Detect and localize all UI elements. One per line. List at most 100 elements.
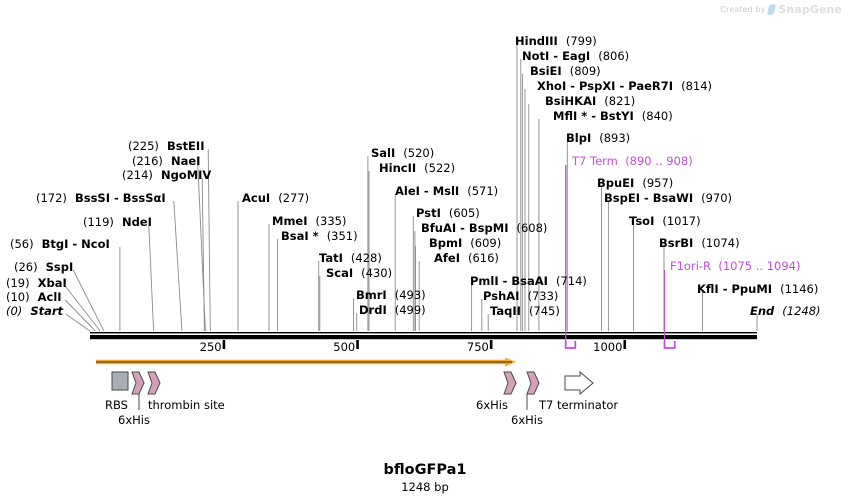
enzyme-name: BstEII xyxy=(166,139,205,153)
enzyme-site-label[interactable]: DrdI (499) xyxy=(359,304,426,316)
feature-label[interactable]: 6xHis xyxy=(476,398,508,412)
enzyme-position: (809) xyxy=(569,64,601,78)
enzyme-site-label[interactable]: BsrBI (1074) xyxy=(659,237,740,249)
enzyme-position: (56) xyxy=(10,237,34,251)
enzyme-site-label[interactable]: SalI (520) xyxy=(371,147,434,159)
enzyme-site-label[interactable]: NotI - EagI (806) xyxy=(522,50,629,62)
enzyme-position: (119) xyxy=(83,215,114,229)
enzyme-site-label[interactable]: (56) BtgI - NcoI xyxy=(10,238,110,250)
enzyme-site-label[interactable]: End (1248) xyxy=(750,305,821,317)
enzyme-site-label[interactable]: (172) BssSI - BssSαI xyxy=(36,192,166,204)
enzyme-site-label[interactable]: AleI - MslI (571) xyxy=(395,185,498,197)
enzyme-site-label[interactable]: BpmI (609) xyxy=(429,237,501,249)
enzyme-name: BlpI xyxy=(566,131,592,145)
enzyme-site-label[interactable]: AcuI (277) xyxy=(242,192,309,204)
enzyme-name: BsiHKAI xyxy=(545,94,597,108)
enzyme-position: (520) xyxy=(403,146,435,160)
enzyme-name: MmeI xyxy=(272,214,308,228)
enzyme-name: NaeI xyxy=(170,154,201,168)
enzyme-name: TaqII xyxy=(490,304,521,318)
enzyme-name: HindIII xyxy=(515,34,558,48)
enzyme-site-label[interactable]: MflI * - BstYI (840) xyxy=(553,110,673,122)
enzyme-name: NgoMIV xyxy=(160,168,212,182)
enzyme-site-label[interactable]: (0) Start xyxy=(6,305,63,317)
enzyme-site-label[interactable]: MmeI (335) xyxy=(272,215,346,227)
enzyme-site-label[interactable]: BfuAI - BspMI (608) xyxy=(421,222,547,234)
site-leader-line xyxy=(207,148,211,332)
enzyme-position: (840) xyxy=(641,109,673,123)
axis-tick xyxy=(222,340,226,349)
axis-bar xyxy=(90,335,757,340)
purple-feature-label[interactable]: T7 Term (890 .. 908) xyxy=(572,155,693,167)
enzyme-site-label[interactable]: PshAI (733) xyxy=(483,290,558,302)
enzyme-site-label[interactable]: TsoI (1017) xyxy=(629,215,701,227)
feature-label[interactable]: 6xHis xyxy=(511,413,543,427)
enzyme-site-label[interactable]: BpuEI (957) xyxy=(597,177,673,189)
enzyme-site-label[interactable]: BspEI - BsaWI (970) xyxy=(604,192,732,204)
logo-brand-text: SnapGene xyxy=(778,3,842,16)
axis-tick-label: 500 xyxy=(333,340,356,354)
enzyme-name: BssSI - BssSαI xyxy=(74,191,166,205)
purple-feature-range: (890 .. 908) xyxy=(625,154,693,168)
enzyme-site-label[interactable]: (119) NdeI xyxy=(83,216,152,228)
feature-label[interactable]: 6xHis xyxy=(118,413,150,427)
sequence-axis xyxy=(90,332,757,349)
feature-label[interactable]: T7 terminator xyxy=(539,398,619,412)
enzyme-site-label[interactable]: HindIII (799) xyxy=(515,35,597,47)
enzyme-name: PstI xyxy=(416,206,441,220)
site-leader-line xyxy=(173,200,183,332)
enzyme-position: (0) xyxy=(6,304,23,318)
enzyme-name: PmlI - BsaAI xyxy=(470,274,548,288)
enzyme-position: (609) xyxy=(470,236,502,250)
enzyme-site-label[interactable]: TatI (428) xyxy=(319,252,382,264)
enzyme-name: SalI xyxy=(371,146,396,160)
enzyme-site-label[interactable]: ScaI (430) xyxy=(326,267,392,279)
enzyme-name: BtgI - NcoI xyxy=(41,237,110,251)
purple-feature-name: T7 Term xyxy=(572,154,618,168)
enzyme-site-label[interactable]: KflI - PpuMI (1146) xyxy=(697,283,818,295)
enzyme-site-label[interactable]: (10) AclI xyxy=(6,291,62,303)
enzyme-position: (214) xyxy=(122,168,153,182)
enzyme-name: BsiEI xyxy=(530,64,562,78)
enzyme-site-label[interactable]: BsaI * (351) xyxy=(281,230,358,242)
enzyme-name: DrdI xyxy=(359,303,387,317)
enzyme-site-label[interactable]: (225) BstEII xyxy=(128,140,204,152)
enzyme-name: AclI xyxy=(37,290,62,304)
enzyme-site-label[interactable]: (216) NaeI xyxy=(132,155,200,167)
enzyme-position: (571) xyxy=(467,184,499,198)
enzyme-site-label[interactable]: (19) XbaI xyxy=(6,277,67,289)
feature-label[interactable]: RBS xyxy=(105,398,128,412)
enzyme-position: (714) xyxy=(555,274,587,288)
enzyme-name: AfeI xyxy=(434,251,460,265)
enzyme-position: (1074) xyxy=(701,236,740,250)
enzyme-position: (428) xyxy=(350,251,382,265)
site-leader-line xyxy=(197,163,206,332)
enzyme-site-label[interactable]: AfeI (616) xyxy=(434,252,499,264)
feature-label[interactable]: thrombin site xyxy=(148,398,225,412)
enzyme-site-label[interactable]: (26) SspI xyxy=(14,261,73,273)
site-leader-line xyxy=(64,285,101,332)
enzyme-name: NotI - EagI xyxy=(522,49,591,63)
enzyme-name: BpuEI xyxy=(597,176,635,190)
enzyme-site-label[interactable]: HincII (522) xyxy=(379,162,455,174)
enzyme-site-label[interactable]: TaqII (745) xyxy=(490,305,560,317)
enzyme-name: End xyxy=(750,304,775,318)
enzyme-name: BsrBI xyxy=(659,236,694,250)
enzyme-site-label[interactable]: PstI (605) xyxy=(416,207,480,219)
enzyme-site-label[interactable]: BlpI (893) xyxy=(566,132,630,144)
enzyme-name: BmrI xyxy=(356,288,387,302)
enzyme-name: NdeI xyxy=(121,215,152,229)
purple-feature-range: (1075 .. 1094) xyxy=(718,259,801,273)
enzyme-site-label[interactable]: PmlI - BsaAI (714) xyxy=(470,275,587,287)
purple-feature-label[interactable]: F1ori-R (1075 .. 1094) xyxy=(670,260,800,272)
enzyme-position: (957) xyxy=(642,176,674,190)
enzyme-site-label[interactable]: XhoI - PspXI - PaeR7I (814) xyxy=(537,80,712,92)
enzyme-position: (172) xyxy=(36,191,67,205)
enzyme-site-label[interactable]: BmrI (493) xyxy=(356,289,426,301)
enzyme-position: (608) xyxy=(516,221,548,235)
enzyme-site-label[interactable]: BsiHKAI (821) xyxy=(545,95,635,107)
feature-arrow xyxy=(147,371,161,395)
enzyme-site-label[interactable]: BsiEI (809) xyxy=(530,65,601,77)
enzyme-site-label[interactable]: (214) NgoMIV xyxy=(122,169,211,181)
